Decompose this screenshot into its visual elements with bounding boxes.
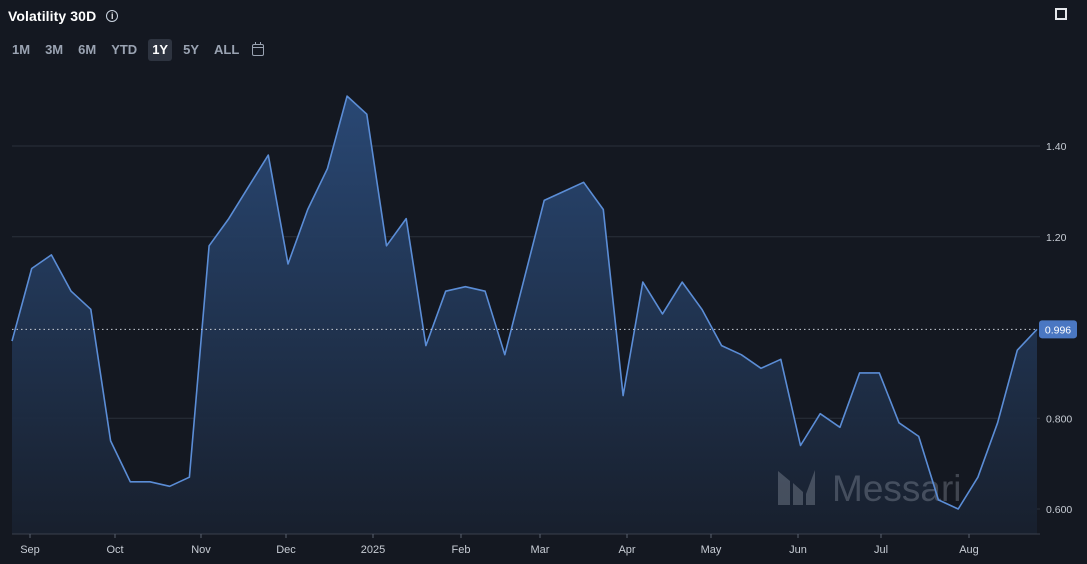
data-point[interactable] <box>30 267 34 271</box>
data-point[interactable] <box>641 280 645 284</box>
data-point[interactable] <box>365 112 369 116</box>
data-point[interactable] <box>542 198 546 202</box>
chart-header: Volatility 30D <box>8 6 119 26</box>
range-1y-button[interactable]: 1Y <box>148 38 173 61</box>
x-tick-label: May <box>701 544 722 556</box>
data-point[interactable] <box>720 344 724 348</box>
x-tick-label: Nov <box>191 544 211 556</box>
fullscreen-icon[interactable] <box>1055 8 1067 20</box>
data-point[interactable] <box>247 185 251 189</box>
y-tick-label: 1.20 <box>1046 232 1067 244</box>
range-1m-button[interactable]: 1M <box>12 41 31 57</box>
data-point[interactable] <box>89 307 93 311</box>
data-point[interactable] <box>306 208 310 212</box>
data-point[interactable] <box>424 344 428 348</box>
data-point[interactable] <box>148 480 152 484</box>
data-point[interactable] <box>838 425 842 429</box>
data-point[interactable] <box>69 289 73 293</box>
data-point[interactable] <box>483 289 487 293</box>
x-tick-label: Aug <box>959 544 979 556</box>
data-point[interactable] <box>976 475 980 479</box>
data-point[interactable] <box>49 253 53 257</box>
y-tick-label: 0.800 <box>1046 413 1072 425</box>
data-point[interactable] <box>207 244 211 248</box>
data-point[interactable] <box>404 217 408 221</box>
data-point[interactable] <box>562 189 566 193</box>
data-point[interactable] <box>10 339 14 343</box>
range-all-button[interactable]: ALL <box>214 41 240 57</box>
data-point[interactable] <box>109 439 113 443</box>
data-point[interactable] <box>463 285 467 289</box>
x-tick-label: Oct <box>106 544 123 556</box>
chart-title: Volatility 30D <box>8 8 97 24</box>
y-tick-label: 0.600 <box>1046 504 1072 516</box>
data-point[interactable] <box>266 153 270 157</box>
current-value-label: 0.996 <box>1045 324 1071 336</box>
data-point[interactable] <box>956 507 960 511</box>
data-point[interactable] <box>739 353 743 357</box>
data-point[interactable] <box>799 444 803 448</box>
data-point[interactable] <box>1035 327 1039 331</box>
data-point[interactable] <box>779 357 783 361</box>
x-tick-label: Dec <box>276 544 296 556</box>
data-point[interactable] <box>168 484 172 488</box>
series-line <box>11 95 1038 510</box>
data-point[interactable] <box>877 371 881 375</box>
x-tick-label: 2025 <box>361 544 385 556</box>
info-icon[interactable] <box>106 10 119 22</box>
current-value-badge <box>1039 320 1077 339</box>
data-point[interactable] <box>897 421 901 425</box>
messari-logo-icon <box>778 470 815 505</box>
data-point[interactable] <box>1015 348 1019 352</box>
data-point[interactable] <box>601 208 605 212</box>
range-3m-button[interactable]: 3M <box>45 41 64 57</box>
messari-watermark: Messari <box>778 468 962 509</box>
data-point[interactable] <box>345 94 349 98</box>
data-point[interactable] <box>582 180 586 184</box>
range-5y-button[interactable]: 5Y <box>183 41 199 57</box>
x-tick-label: Jul <box>874 544 888 556</box>
x-tick-label: Jun <box>789 544 807 556</box>
data-point[interactable] <box>187 475 191 479</box>
data-point[interactable] <box>996 421 1000 425</box>
data-point[interactable] <box>385 244 389 248</box>
x-tick-label: Mar <box>531 544 550 556</box>
data-point[interactable] <box>680 280 684 284</box>
x-tick-label: Apr <box>618 544 635 556</box>
y-tick-label: 1.40 <box>1046 141 1067 153</box>
watermark-text: Messari <box>832 468 962 509</box>
data-point[interactable] <box>325 167 329 171</box>
data-point[interactable] <box>700 307 704 311</box>
data-point[interactable] <box>621 394 625 398</box>
data-point[interactable] <box>286 262 290 266</box>
data-point[interactable] <box>858 371 862 375</box>
x-tick-label: Sep <box>20 544 40 556</box>
calendar-icon[interactable] <box>252 41 265 56</box>
x-tick-label: Feb <box>452 544 471 556</box>
time-range-selector: 1M 3M 6M YTD 1Y 5Y ALL <box>8 38 265 61</box>
data-point[interactable] <box>936 498 940 502</box>
data-point[interactable] <box>128 480 132 484</box>
data-point[interactable] <box>503 353 507 357</box>
data-point[interactable] <box>818 412 822 416</box>
data-point[interactable] <box>759 366 763 370</box>
data-point[interactable] <box>523 276 527 280</box>
range-ytd-button[interactable]: YTD <box>111 41 138 57</box>
data-point[interactable] <box>661 312 665 316</box>
series-area <box>12 96 1037 534</box>
data-point[interactable] <box>917 434 921 438</box>
data-point[interactable] <box>227 217 231 221</box>
data-point[interactable] <box>444 289 448 293</box>
range-6m-button[interactable]: 6M <box>78 41 97 57</box>
